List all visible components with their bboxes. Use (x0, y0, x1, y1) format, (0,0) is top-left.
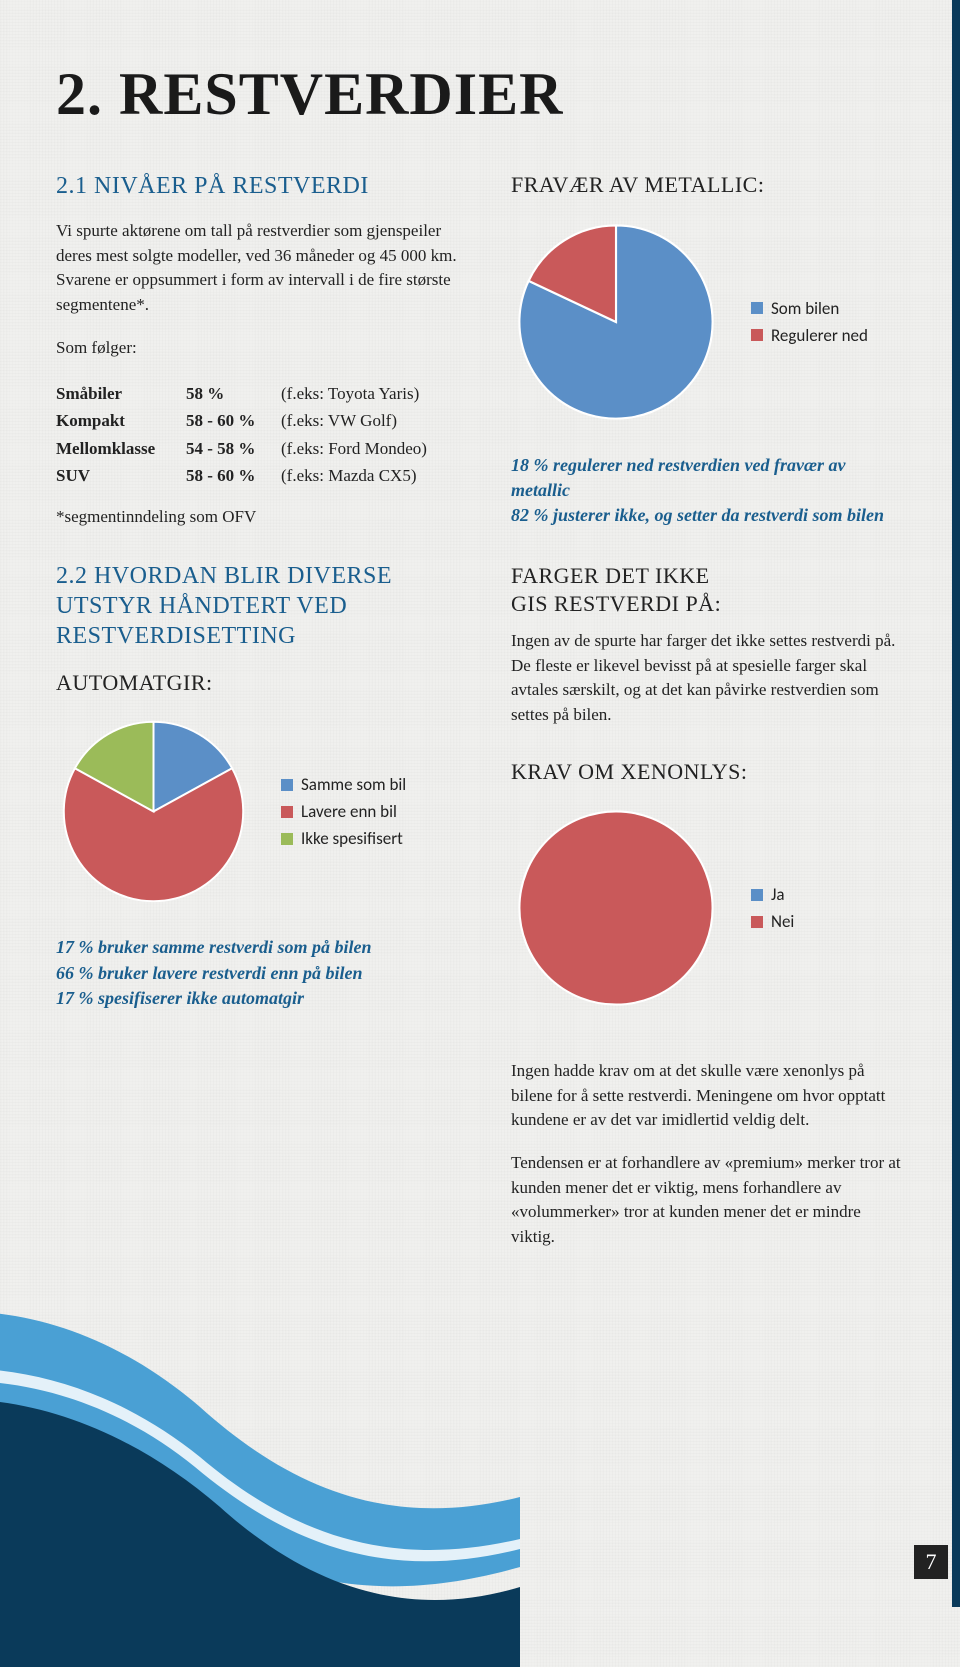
automatgir-heading: AUTOMATGIR: (56, 669, 466, 697)
legend-item: Ikke spesifisert (281, 828, 406, 849)
legend-swatch (751, 916, 763, 928)
metallic-chart-block: Som bilen Regulerer ned (511, 217, 904, 427)
legend-item: Samme som bil (281, 774, 406, 795)
callout-line: 17 % spesifiserer ikke automatgir (56, 986, 466, 1011)
metallic-legend: Som bilen Regulerer ned (751, 292, 868, 352)
segment-name: Småbiler (56, 380, 186, 407)
segment-name: Kompakt (56, 407, 186, 434)
farger-body: Ingen av de spurte har farger det ikke s… (511, 629, 904, 728)
right-edge-bar (952, 0, 960, 1607)
xenon-body-1: Ingen hadde krav om at det skulle være x… (511, 1059, 904, 1133)
legend-swatch (751, 889, 763, 901)
page-number: 7 (914, 1545, 948, 1579)
xenon-legend: Ja Nei (751, 878, 794, 938)
legend-item: Lavere enn bil (281, 801, 406, 822)
segment-pct: 58 - 60 % (186, 407, 281, 434)
farger-heading: FARGER DET IKKE GIS RESTVERDI PÅ: (511, 562, 904, 617)
segment-name: SUV (56, 462, 186, 489)
legend-label: Som bilen (771, 298, 839, 319)
table-row: Småbiler 58 % (f.eks: Toyota Yaris) (56, 380, 466, 407)
callout-line: 82 % justerer ikke, og setter da restver… (511, 503, 904, 528)
page-title: 2. RESTVERDIER (56, 60, 904, 129)
segment-example: (f.eks: Mazda CX5) (281, 462, 466, 489)
legend-label: Lavere enn bil (301, 801, 397, 822)
xenon-chart-block: Ja Nei (511, 803, 904, 1013)
segment-footnote: *segmentinndeling som OFV (56, 507, 466, 527)
segment-name: Mellomklasse (56, 435, 186, 462)
legend-item: Ja (751, 884, 794, 905)
automatgir-chart-block: Samme som bil Lavere enn bil Ikke spesifis… (56, 714, 466, 909)
segment-pct: 58 % (186, 380, 281, 407)
legend-swatch (751, 329, 763, 341)
legend-label: Ja (771, 884, 785, 905)
heading-2-2: 2.2 HVORDAN BLIR DIVERSE UTSTYR HÅNDTERT… (56, 561, 466, 651)
table-row: Kompakt 58 - 60 % (f.eks: VW Golf) (56, 407, 466, 434)
legend-label: Ikke spesifisert (301, 828, 403, 849)
automatgir-pie-chart (56, 714, 251, 909)
xenon-heading: KRAV OM XENONLYS: (511, 758, 904, 786)
two-column-layout: 2.1 NIVÅER PÅ RESTVERDI Vi spurte aktøre… (56, 171, 904, 1250)
heading-2-1: 2.1 NIVÅER PÅ RESTVERDI (56, 171, 466, 201)
left-column: 2.1 NIVÅER PÅ RESTVERDI Vi spurte aktøre… (56, 171, 466, 1250)
legend-swatch (281, 833, 293, 845)
legend-swatch (281, 806, 293, 818)
segment-pct: 54 - 58 % (186, 435, 281, 462)
right-column: FRAVÆR AV METALLIC: Som bilen Regulerer n… (511, 171, 904, 1250)
callout-line: 66 % bruker lavere restverdi enn på bile… (56, 961, 466, 986)
xenon-body-2: Tendensen er at forhandlere av «premium»… (511, 1151, 904, 1250)
metallic-heading: FRAVÆR AV METALLIC: (511, 171, 904, 199)
legend-item: Regulerer ned (751, 325, 868, 346)
legend-label: Samme som bil (301, 774, 406, 795)
automatgir-legend: Samme som bil Lavere enn bil Ikke spesifis… (281, 768, 406, 855)
automatgir-callout: 17 % bruker samme restverdi som på bilen… (56, 935, 466, 1011)
legend-item: Som bilen (751, 298, 868, 319)
segment-example: (f.eks: Ford Mondeo) (281, 435, 466, 462)
segment-pct: 58 - 60 % (186, 462, 281, 489)
legend-label: Regulerer ned (771, 325, 868, 346)
legend-item: Nei (751, 911, 794, 932)
metallic-callout: 18 % regulerer ned restverdien ved fravæ… (511, 453, 904, 529)
legend-swatch (281, 779, 293, 791)
callout-line: 18 % regulerer ned restverdien ved fravæ… (511, 453, 904, 503)
table-row: SUV 58 - 60 % (f.eks: Mazda CX5) (56, 462, 466, 489)
xenon-pie-chart (511, 803, 721, 1013)
intro-paragraph: Vi spurte aktørene om tall på restverdie… (56, 219, 466, 318)
som-folger-label: Som følger: (56, 336, 466, 361)
segment-example: (f.eks: Toyota Yaris) (281, 380, 466, 407)
legend-label: Nei (771, 911, 794, 932)
callout-line: 17 % bruker samme restverdi som på bilen (56, 935, 466, 960)
segment-example: (f.eks: VW Golf) (281, 407, 466, 434)
table-row: Mellomklasse 54 - 58 % (f.eks: Ford Mond… (56, 435, 466, 462)
legend-swatch (751, 302, 763, 314)
decorative-wave (0, 1247, 520, 1667)
segment-table: Småbiler 58 % (f.eks: Toyota Yaris) Komp… (56, 380, 466, 489)
metallic-pie-chart (511, 217, 721, 427)
page: 2. RESTVERDIER 2.1 NIVÅER PÅ RESTVERDI V… (0, 0, 960, 1607)
